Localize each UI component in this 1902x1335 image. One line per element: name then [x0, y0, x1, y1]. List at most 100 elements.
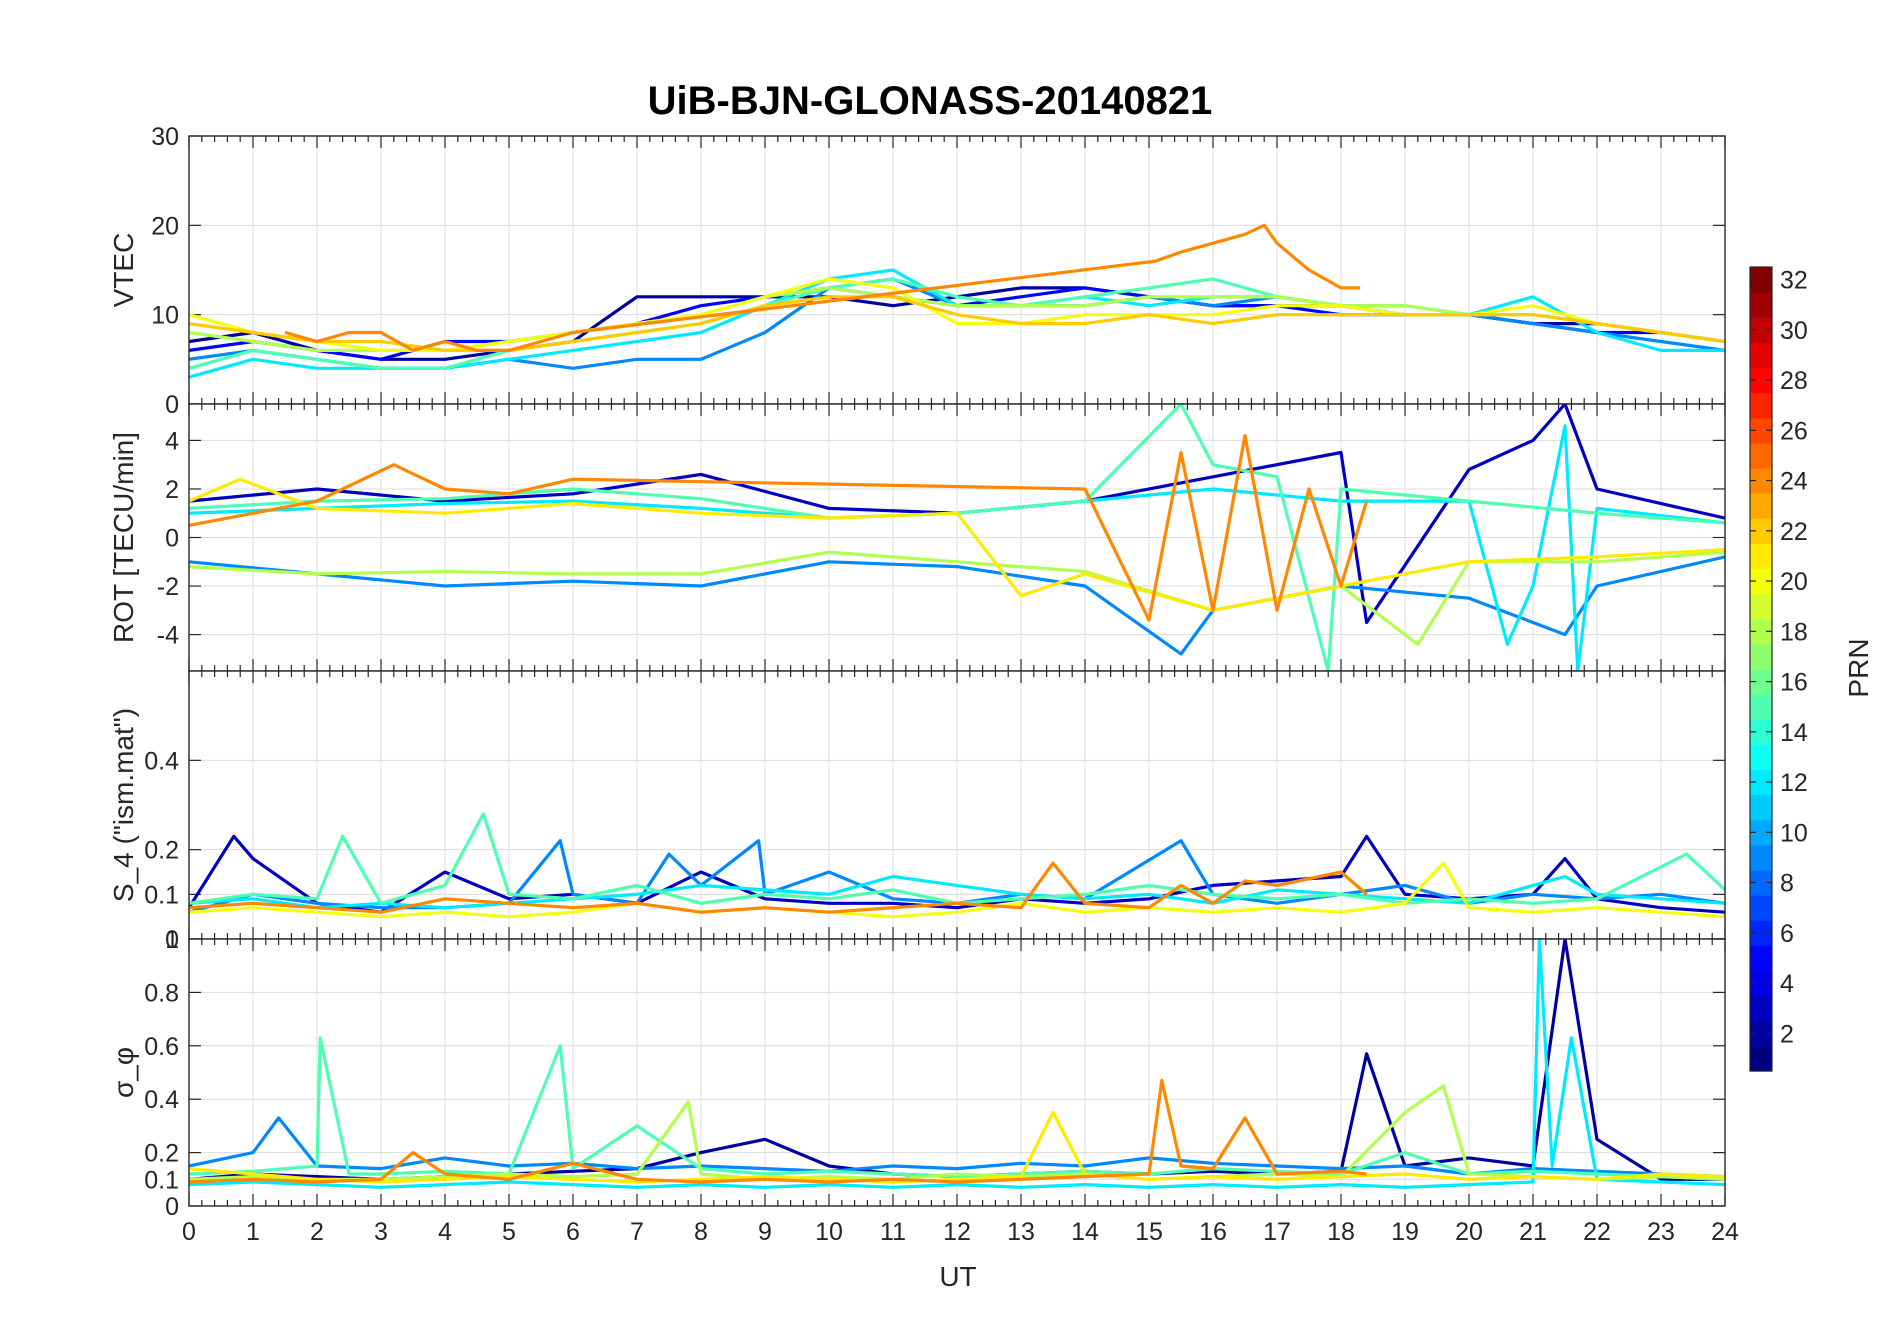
colorbar-segment	[1750, 870, 1772, 896]
colorbar-tick-label: 2	[1780, 1020, 1794, 1048]
series-group	[189, 939, 1725, 1189]
y-axis-label: VTEC	[108, 233, 139, 308]
series-line-prn-12	[189, 939, 1725, 1189]
x-tick-label: 21	[1519, 1218, 1547, 1246]
x-tick-label: 4	[438, 1218, 452, 1246]
panel-1: 0 10 20 30 VTEC	[108, 123, 1726, 419]
series-line-prn-18	[189, 550, 1725, 646]
x-tick-label: 11	[880, 1218, 906, 1246]
colorbar-segment	[1750, 1020, 1772, 1047]
series-line-prn-15	[189, 812, 1725, 905]
y-tick-label: 10	[151, 302, 179, 330]
colorbar-segment	[1750, 292, 1772, 318]
x-tick-label: 1	[246, 1218, 260, 1246]
series-group	[189, 404, 1725, 671]
x-tick-label: 7	[630, 1218, 644, 1246]
series-group	[189, 812, 1725, 919]
y-tick-label: 30	[151, 123, 179, 151]
panel-2: -4 -2 0 2 4 ROT [TECU/min]	[108, 403, 1726, 672]
series-group	[189, 223, 1725, 379]
colorbar-segment	[1750, 769, 1772, 796]
colorbar-tick-label: 22	[1780, 518, 1808, 546]
colorbar-tick-label: 32	[1780, 267, 1808, 295]
colorbar-tick-label: 8	[1780, 870, 1794, 898]
colorbar-tick-label: 30	[1780, 317, 1808, 345]
series-line-prn-21	[189, 477, 1725, 612]
colorbar-segment	[1750, 417, 1772, 444]
colorbar-segment	[1750, 518, 1772, 544]
series-line-prn-24	[284, 223, 1361, 352]
y-axis-label: S_4 ("ism.mat")	[108, 708, 139, 902]
colorbar-segment	[1750, 669, 1772, 695]
y-tick-label: 1	[165, 926, 179, 954]
y-tick-label: 0.2	[144, 1140, 179, 1168]
x-tick-label: 22	[1583, 1218, 1611, 1246]
x-tick-label: 13	[1007, 1218, 1035, 1246]
colorbar-tick-label: 14	[1780, 719, 1808, 747]
y-tick-label: 0	[165, 926, 179, 954]
colorbar-label: PRN	[1843, 638, 1874, 697]
series-line-prn-22	[189, 295, 1725, 352]
series-line-prn-24	[189, 861, 1368, 914]
colorbar-segment	[1750, 468, 1772, 494]
x-tick-label: 9	[758, 1218, 772, 1246]
series-line-prn-24	[189, 434, 1369, 622]
series-line-prn-21	[189, 1110, 1725, 1184]
colorbar-segment	[1750, 920, 1772, 946]
y-tick-label: 0.1	[144, 881, 179, 909]
x-tick-label: 16	[1199, 1218, 1227, 1246]
y-tick-label: 20	[151, 212, 179, 240]
panel-3: 0 0.1 0.2 0.4S_4 ("ism.mat")	[108, 670, 1726, 954]
colorbar-segment	[1750, 895, 1772, 921]
x-tick-label: 19	[1391, 1218, 1419, 1246]
y-tick-label: 0.6	[144, 1033, 179, 1061]
y-tick-label: 0	[165, 525, 179, 553]
colorbar-segment	[1750, 719, 1772, 745]
axes-frame	[188, 938, 1726, 1207]
colorbar-segment	[1750, 1045, 1772, 1072]
x-tick-label: 23	[1647, 1218, 1675, 1246]
colorbar-tick-label: 6	[1780, 920, 1794, 948]
colorbar-segment	[1750, 945, 1772, 972]
x-tick-label: 14	[1071, 1218, 1099, 1246]
x-tick-label: 3	[374, 1218, 388, 1246]
series-line-prn-3	[189, 404, 1725, 625]
colorbar-tick-label: 16	[1780, 669, 1808, 697]
colorbar-segment	[1750, 442, 1772, 469]
panel-4: 00.10.20.40.60.81σ_φ	[108, 926, 1726, 1221]
series-line-prn-20	[189, 861, 1725, 919]
colorbar-segment	[1750, 970, 1772, 997]
series-line-prn-15	[189, 1036, 1725, 1181]
colorbar-segment	[1750, 342, 1772, 369]
colorbar-tick-label: 28	[1780, 367, 1808, 395]
series-line-prn-3	[189, 834, 1725, 914]
x-tick-label: 17	[1263, 1218, 1291, 1246]
x-tick-label: 10	[815, 1218, 843, 1246]
series-line-prn-9	[189, 555, 1725, 656]
colorbar-segment	[1750, 568, 1772, 595]
colorbar-tick-label: 20	[1780, 568, 1808, 596]
colorbar-segment	[1750, 317, 1772, 343]
colorbar-segment	[1750, 694, 1772, 720]
colorbar-segment	[1750, 744, 1772, 771]
colorbar-segment	[1750, 392, 1772, 419]
colorbar-segment	[1750, 618, 1772, 645]
x-tick-labels: 0 1 2 3 4 5 6 7 8 9 10 11 12 13 14 15 16 17 18 19 20 21 22 23 24	[182, 1218, 1739, 1246]
chart-title: UiB-BJN-GLONASS-20140821	[648, 79, 1213, 123]
y-tick-label: 0.2	[144, 837, 179, 865]
series-line-prn-12	[189, 424, 1725, 671]
series-line-prn-12	[189, 874, 1725, 910]
colorbar-segment	[1750, 367, 1772, 394]
colorbar-segment	[1750, 593, 1772, 620]
y-tick-label: 0.1	[144, 1166, 179, 1194]
colorbar-segment	[1750, 995, 1772, 1022]
colorbar-frame	[1749, 266, 1773, 1072]
y-axis-label: ROT [TECU/min]	[108, 432, 139, 643]
x-tick-label: 24	[1711, 1218, 1739, 1246]
series-line-prn-24	[189, 1078, 1367, 1184]
x-axis-label: UT	[939, 1261, 976, 1292]
colorbar-segment	[1750, 493, 1772, 519]
series-line-prn-9	[189, 1116, 1725, 1179]
